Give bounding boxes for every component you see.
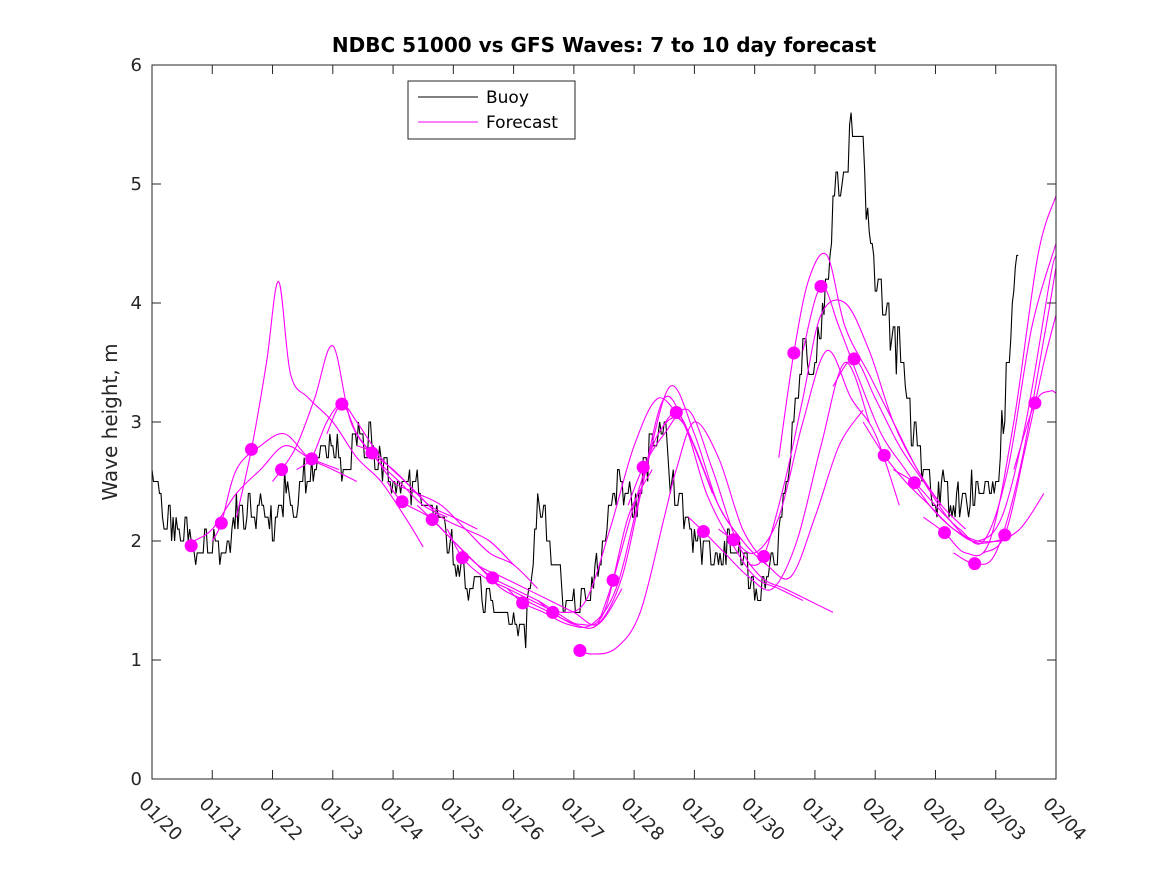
- forecast-series-line: [748, 299, 942, 566]
- forecast-start-marker: [847, 352, 861, 366]
- y-tick-label: 4: [131, 293, 142, 314]
- buoy-series-line: [152, 112, 1019, 649]
- y-tick-label: 3: [131, 412, 142, 433]
- forecast-series-line: [893, 243, 1056, 545]
- x-tick-label: 01/30: [737, 794, 789, 846]
- forecast-start-marker: [696, 524, 710, 538]
- forecast-series-line: [627, 408, 834, 613]
- chart-title: NDBC 51000 vs GFS Waves: 7 to 10 day for…: [332, 33, 877, 57]
- forecast-start-marker: [335, 397, 349, 411]
- y-tick-label: 0: [131, 769, 142, 790]
- forecast-start-marker: [305, 452, 319, 466]
- plot-area: [152, 112, 1056, 657]
- forecast-series-line: [537, 385, 744, 629]
- x-tick-label: 01/25: [436, 794, 488, 846]
- forecast-start-marker: [757, 549, 771, 563]
- legend-buoy-label: Buoy: [486, 88, 529, 108]
- forecast-series-line: [356, 445, 539, 589]
- forecast-series-line: [326, 403, 514, 566]
- x-tick-label: 01/26: [496, 794, 548, 846]
- forecast-start-marker: [1028, 396, 1042, 410]
- y-tick-label: 2: [131, 531, 142, 552]
- forecast-series-line: [778, 252, 966, 530]
- forecast-start-marker: [998, 528, 1012, 542]
- forecast-start-marker: [669, 405, 683, 419]
- forecast-start-marker: [814, 279, 828, 293]
- x-tick-label: 01/21: [195, 794, 247, 846]
- forecast-series-line: [802, 285, 1002, 543]
- forecast-start-marker: [573, 643, 587, 657]
- forecast-start-marker: [244, 442, 258, 456]
- forecast-series-line: [579, 421, 768, 655]
- forecast-start-marker: [727, 533, 741, 547]
- legend: Buoy Forecast: [407, 80, 576, 140]
- forecast-start-marker: [395, 495, 409, 509]
- y-axis-ticks: 0 1 2 3 4 5 6: [131, 55, 1056, 790]
- axes-box: [151, 64, 1057, 780]
- forecast-start-marker: [486, 571, 500, 585]
- forecast-start-marker: [184, 539, 198, 553]
- forecast-start-marker: [606, 573, 620, 587]
- forecast-start-marker: [275, 463, 289, 477]
- x-tick-label: 02/03: [978, 794, 1030, 846]
- forecast-series-line: [416, 504, 623, 626]
- forecast-start-marker: [968, 557, 982, 571]
- forecast-start-marker: [907, 476, 921, 490]
- y-tick-label: 5: [131, 174, 142, 195]
- x-tick-label: 01/24: [376, 794, 428, 846]
- y-axis-label: Wave height, m: [98, 343, 122, 500]
- x-tick-label: 01/22: [255, 794, 307, 846]
- x-tick-label: 01/27: [556, 794, 608, 846]
- forecast-series-line: [1013, 390, 1056, 470]
- x-tick-label: 02/02: [918, 794, 970, 846]
- forecast-start-marker: [938, 526, 952, 540]
- forecast-series-line: [718, 350, 900, 555]
- forecast-series-line: [477, 397, 683, 614]
- forecast-start-marker: [425, 513, 439, 527]
- forecast-series-line: [272, 345, 448, 518]
- x-tick-label: 01/28: [617, 794, 669, 846]
- forecast-start-marker: [455, 551, 469, 565]
- forecast-series-line: [296, 403, 478, 530]
- x-axis-ticks: 01/20 01/21 01/22 01/23 01/24 01/25 01/26 01/27…: [134, 65, 1090, 845]
- forecast-series-line: [923, 195, 1056, 557]
- forecast-series-line: [235, 281, 424, 548]
- forecast-series-line: [386, 481, 575, 625]
- x-tick-label: 01/31: [797, 794, 849, 846]
- x-tick-label: 01/29: [677, 794, 729, 846]
- forecast-start-marker: [516, 596, 530, 610]
- legend-box: [407, 80, 576, 140]
- x-tick-label: 02/04: [1038, 794, 1090, 846]
- forecast-series-line: [597, 417, 804, 625]
- forecast-start-marker: [787, 346, 801, 360]
- forecast-start-marker: [636, 460, 650, 474]
- forecast-start-marker: [214, 516, 228, 530]
- forecast-series-line: [657, 409, 864, 580]
- forecast-series-line: [983, 314, 1056, 554]
- y-tick-label: 1: [131, 650, 142, 671]
- x-tick-label: 02/01: [858, 794, 910, 846]
- forecast-series-line: [862, 255, 1056, 542]
- forecast-start-marker: [365, 446, 379, 460]
- x-tick-label: 01/23: [315, 794, 367, 846]
- x-tick-label: 01/20: [134, 794, 186, 846]
- forecast-start-marker: [877, 448, 891, 462]
- y-tick-label: 6: [131, 55, 142, 76]
- forecast-start-marker: [546, 605, 560, 619]
- legend-forecast-label: Forecast: [486, 113, 558, 133]
